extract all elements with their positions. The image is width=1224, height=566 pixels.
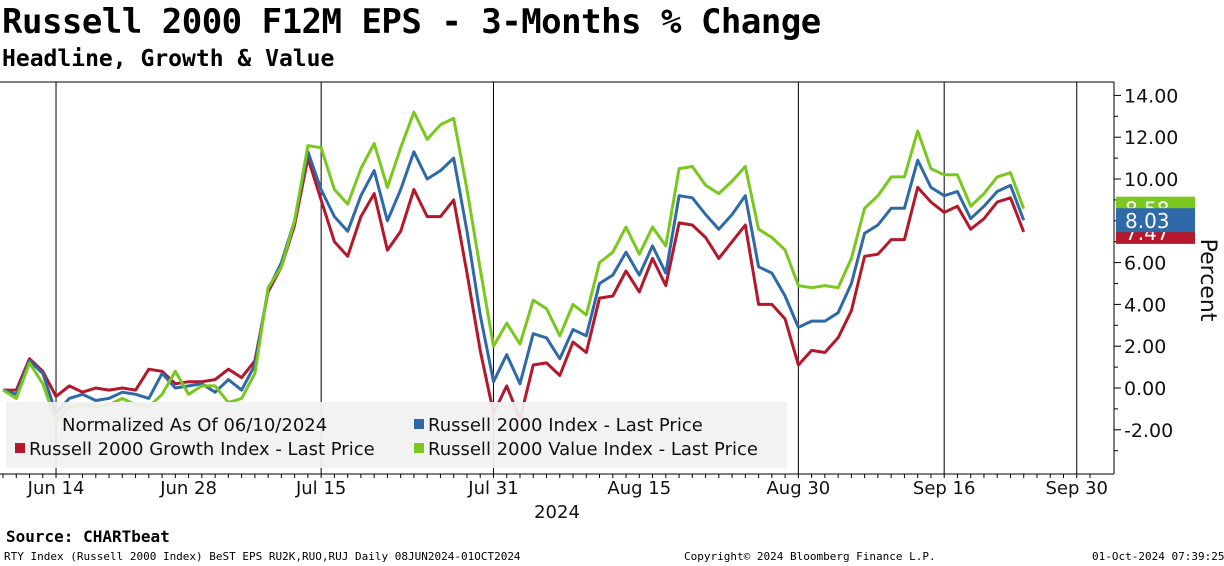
legend-label-headline: Russell 2000 Index - Last Price <box>428 415 703 436</box>
legend-label-value: Russell 2000 Value Index - Last Price <box>428 439 758 460</box>
legend-swatch-headline <box>414 419 424 429</box>
footer-ticker-info: RTY Index (Russell 2000 Index) BeST EPS … <box>4 550 521 563</box>
y-tick-label-1: 12.00 <box>1124 127 1178 149</box>
y-tick-label-5: 4.00 <box>1124 294 1166 316</box>
series-line-headline <box>2 150 1026 415</box>
legend-normalized-label: Normalized As Of 06/10/2024 <box>62 415 327 436</box>
x-tick-label-1: Jun 28 <box>159 478 217 499</box>
x-axis-year-label: 2024 <box>534 502 580 520</box>
footer-timestamp: 01-Oct-2024 07:39:25 <box>1092 550 1224 563</box>
x-axis: Jun 14 Jun 28 Jul 15 Jul 31 Aug 15 Aug 30 Sep … <box>2 474 1108 499</box>
series-line-value <box>2 110 1026 423</box>
x-tick-label-7: Sep 30 <box>1045 478 1108 499</box>
legend-box <box>6 402 787 468</box>
chart-title: Russell 2000 F12M EPS - 3-Months % Chang… <box>2 2 821 42</box>
source-note: Source: CHARTbeat <box>6 527 170 546</box>
legend-swatch-value <box>414 443 424 453</box>
x-tick-label-2: Jul 15 <box>295 478 346 499</box>
x-tick-label-3: Jul 31 <box>467 478 518 499</box>
line-chart: Normalized As Of 06/10/2024 Russell 2000… <box>0 81 1220 520</box>
y-tick-label-2: 10.00 <box>1124 169 1178 191</box>
legend-label-growth: Russell 2000 Growth Index - Last Price <box>29 439 375 460</box>
x-tick-label-4: Aug 15 <box>607 478 671 499</box>
x-tick-label-5: Aug 30 <box>766 478 830 499</box>
last-value-labels: 8.587.478.03 <box>1116 196 1195 245</box>
y-axis-label: Percent <box>1195 239 1220 322</box>
x-tick-label-6: Sep 16 <box>913 478 976 499</box>
y-tick-label-0: 14.00 <box>1124 85 1178 107</box>
legend-swatch-growth <box>15 443 25 453</box>
last-value-tag-headline: 8.03 <box>1116 208 1195 233</box>
y-tick-label-6: 2.00 <box>1124 336 1166 358</box>
chart-subtitle: Headline, Growth & Value <box>2 46 335 72</box>
y-tick-label-4: 6.00 <box>1124 253 1166 275</box>
last-value-tag-headline-text: 8.03 <box>1125 209 1170 233</box>
legend: Normalized As Of 06/10/2024 Russell 2000… <box>6 402 787 468</box>
y-tick-label-7: 0.00 <box>1124 378 1166 400</box>
y-tick-label-8: -2.00 <box>1124 420 1173 442</box>
x-tick-label-0: Jun 14 <box>27 478 85 499</box>
footer-copyright: Copyright© 2024 Bloomberg Finance L.P. <box>684 550 936 563</box>
